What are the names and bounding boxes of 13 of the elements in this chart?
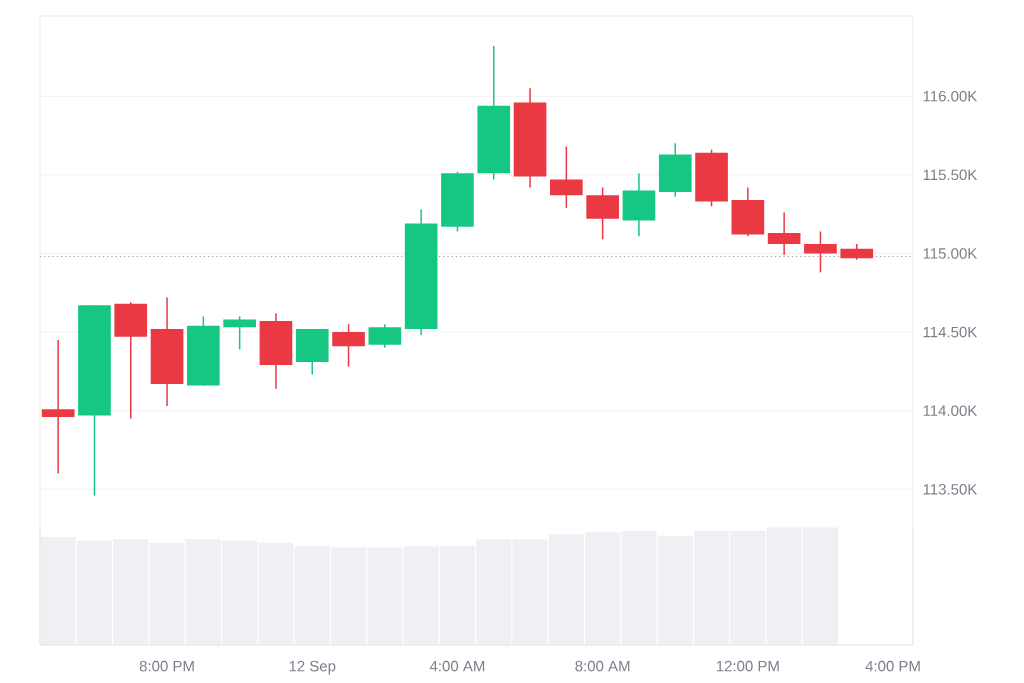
y-tick-label: 115.50K <box>923 169 978 181</box>
y-tick-label: 113.50K <box>923 484 978 495</box>
x-tick-label: 12 Sep <box>289 660 336 675</box>
x-tick-label: 4:00 PM <box>865 660 920 672</box>
x-tick-label: 4:00 AM <box>429 660 485 672</box>
candlestick <box>41 339 75 475</box>
y-tick-label: 114.00K <box>923 405 978 416</box>
y-tick-label: 115.00K <box>923 248 978 259</box>
y-tick-label: 116.00K <box>923 90 978 102</box>
x-tick-label: 8:00 AM <box>575 660 630 672</box>
x-tick-label: 12:00 PM <box>716 660 779 672</box>
y-tick-label: 114.50K <box>923 326 978 338</box>
x-tick-label: 8:00 PM <box>139 660 194 672</box>
